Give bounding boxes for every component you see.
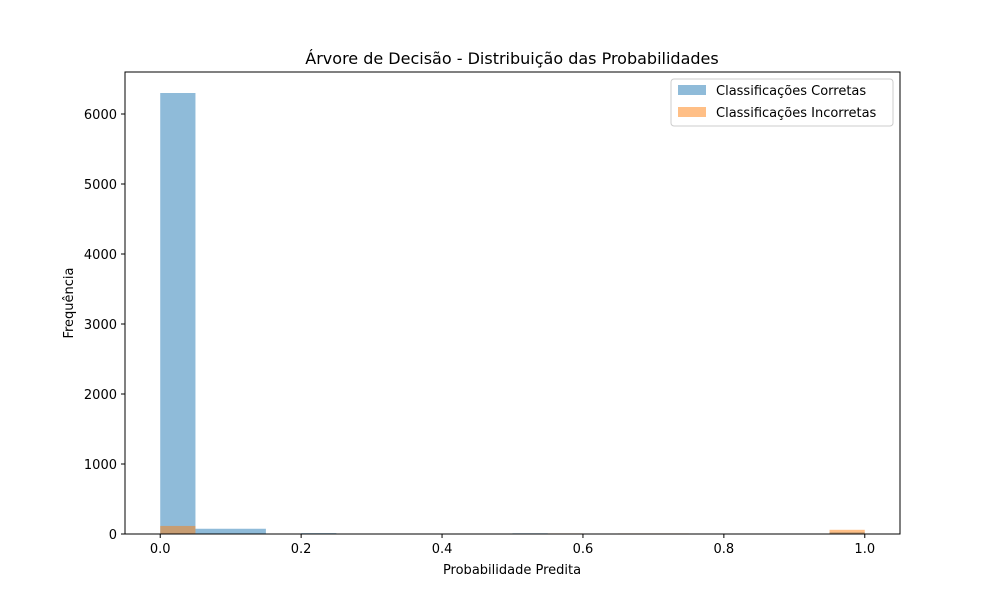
x-tick-label: 1.0	[854, 542, 875, 557]
y-tick-label: 4000	[84, 248, 117, 263]
legend-swatch-corretas	[678, 85, 706, 95]
y-axis-label: Frequência	[62, 267, 77, 338]
y-tick-label: 2000	[84, 388, 117, 403]
legend: Classificações Corretas Classificações I…	[670, 78, 894, 127]
x-tick-label: 0.8	[714, 542, 735, 557]
legend-label-incorretas: Classificações Incorretas	[716, 106, 877, 121]
y-tick-label: 5000	[84, 178, 117, 193]
legend-box	[670, 78, 894, 127]
bar-series1-bin0	[160, 525, 196, 534]
bar-series1-bin3	[829, 529, 865, 534]
x-axis-label: Probabilidade Predita	[443, 563, 581, 578]
bars-layer	[160, 93, 865, 534]
y-tick-label: 0	[109, 528, 117, 543]
y-tick-label: 6000	[84, 108, 117, 123]
y-tick-label: 3000	[84, 318, 117, 333]
x-axis: 0.0 0.2 0.4 0.6 0.8 1.0	[150, 534, 875, 557]
x-tick-label: 0.6	[573, 542, 594, 557]
x-tick-label: 0.2	[291, 542, 312, 557]
bar-series0-bin1	[195, 528, 266, 534]
y-axis: 0 1000 2000 3000 4000 5000 6000	[84, 108, 125, 543]
x-tick-label: 0.0	[150, 542, 171, 557]
x-tick-label: 0.4	[432, 542, 453, 557]
plot-frame	[124, 71, 901, 535]
chart-title: Árvore de Decisão - Distribuição das Pro…	[305, 49, 718, 68]
y-tick-label: 1000	[84, 458, 117, 473]
legend-swatch-incorretas	[678, 107, 706, 117]
bar-series0-bin0	[160, 93, 196, 534]
legend-label-corretas: Classificações Corretas	[716, 84, 866, 99]
